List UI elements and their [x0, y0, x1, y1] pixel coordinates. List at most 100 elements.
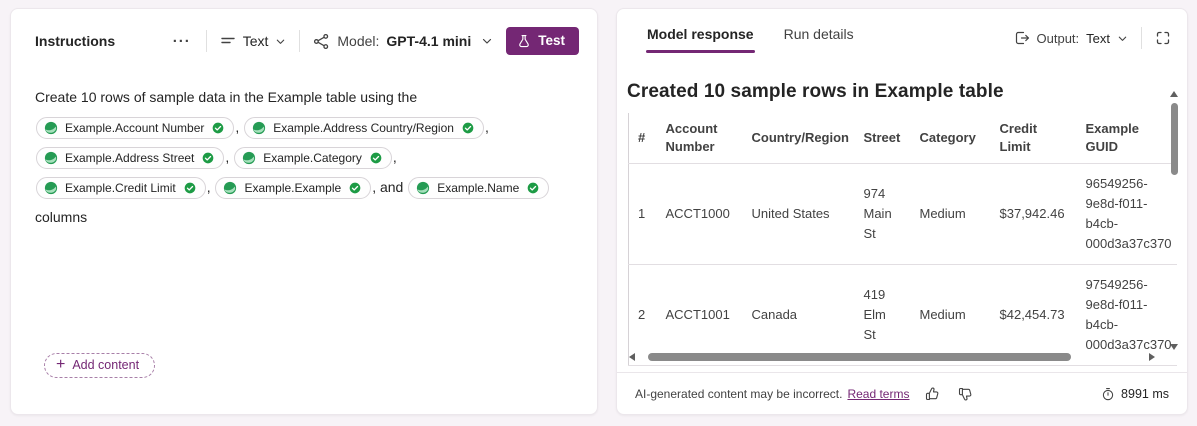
output-toolbar: Output: Text [1012, 27, 1173, 49]
column-pill[interactable]: Example.Credit Limit [36, 177, 206, 200]
instructions-panel: Instructions ··· Text [10, 8, 598, 415]
ai-disclaimer: AI-generated content may be incorrect. [635, 386, 843, 401]
check-badge-icon [201, 151, 215, 165]
tab-model-response[interactable]: Model response [646, 26, 755, 56]
chevron-down-icon [275, 36, 286, 47]
check-badge-icon [526, 181, 540, 195]
scroll-left-arrow[interactable] [629, 353, 635, 361]
chevron-down-icon [481, 35, 493, 47]
response-header: Model response Run details Output: [617, 9, 1187, 56]
column-pill[interactable]: Example.Account Number [36, 117, 235, 140]
model-selector-label: Model: [337, 33, 380, 49]
column-pill[interactable]: Example.Address Street [36, 147, 225, 170]
latency-readout: 8991 ms [1101, 387, 1169, 401]
model-selector[interactable]: Model: GPT-4.1 mini [311, 31, 495, 52]
latency-value: 8991 ms [1121, 386, 1169, 401]
dataverse-icon [242, 151, 256, 165]
prompt-text: , [235, 119, 244, 135]
column-pill-label: Example.Category [263, 151, 362, 166]
column-header: Category [910, 113, 991, 164]
panel-title: Instructions [35, 33, 116, 49]
tab-run-details[interactable]: Run details [784, 26, 854, 56]
thumbs-up-button[interactable] [922, 384, 942, 404]
prompt-text: , [484, 119, 489, 135]
beaker-icon [517, 34, 531, 48]
chevron-down-icon [1117, 33, 1128, 44]
table-cell: United States [742, 163, 855, 265]
table-cell: Canada [742, 264, 855, 366]
instructions-toolbar: ··· Text [169, 27, 579, 55]
thumbs-up-icon [924, 386, 940, 402]
column-pill-label: Example.Address Street [65, 151, 195, 166]
table-cell: 419 Elm St [854, 264, 911, 366]
thumbs-down-button[interactable] [955, 384, 975, 404]
prompt-text: columns [35, 209, 88, 225]
table-cell: 1 [628, 163, 657, 265]
dataverse-icon [44, 181, 58, 195]
check-badge-icon [183, 181, 197, 195]
tab-label: Run details [783, 26, 854, 42]
dataverse-icon [416, 181, 430, 195]
table-cell: ACCT1001 [656, 264, 743, 366]
column-pill[interactable]: Example.Example [215, 177, 372, 200]
test-button-label: Test [538, 33, 565, 48]
toolbar-divider [1141, 27, 1142, 49]
column-header: # [628, 113, 657, 164]
read-terms-link[interactable]: Read terms [847, 386, 910, 401]
fullscreen-button[interactable] [1153, 28, 1173, 48]
add-content-label: Add content [72, 358, 140, 372]
column-pill[interactable]: Example.Address Country/Region [244, 117, 484, 140]
scroll-right-arrow[interactable] [1149, 353, 1155, 361]
scroll-up-arrow[interactable] [1170, 91, 1178, 97]
output-selector[interactable]: Output: Text [1012, 28, 1130, 48]
horizontal-scrollbar[interactable] [629, 351, 1155, 363]
check-badge-icon [348, 181, 362, 195]
check-badge-icon [461, 121, 475, 135]
plus-icon: + [56, 356, 66, 373]
vertical-scrollbar[interactable] [1168, 91, 1180, 350]
model-selector-value: GPT-4.1 mini [386, 33, 472, 49]
horizontal-scroll-thumb[interactable] [648, 353, 1072, 361]
column-pill-label: Example.Credit Limit [65, 181, 176, 196]
table-cell: $42,454.73 [990, 264, 1077, 366]
table-cell: ACCT1000 [656, 163, 743, 265]
horizontal-scroll-track[interactable] [640, 353, 1144, 361]
test-button[interactable]: Test [506, 27, 579, 55]
active-tab-underline [646, 50, 755, 53]
prompt-text: , [206, 179, 215, 195]
column-pill[interactable]: Example.Category [234, 147, 392, 170]
column-pill-label: Example.Address Country/Region [273, 121, 454, 136]
table-cell: Medium [910, 163, 991, 265]
response-panel: Model response Run details Output: [616, 8, 1188, 415]
check-badge-icon [369, 151, 383, 165]
prompt-editor[interactable]: Create 10 rows of sample data in the Exa… [11, 82, 597, 232]
column-header: Country/Region [742, 113, 855, 164]
text-format-icon [220, 33, 236, 49]
add-content-button[interactable]: + Add content [44, 353, 156, 378]
more-options-button[interactable]: ··· [169, 32, 195, 51]
instructions-header: Instructions ··· Text [11, 9, 597, 55]
prompt-text: Create 10 rows of sample data in the Exa… [35, 89, 418, 105]
vertical-scroll-thumb[interactable] [1170, 103, 1178, 175]
prompt-text: , [225, 149, 234, 165]
format-selector[interactable]: Text [218, 31, 289, 51]
scroll-down-arrow[interactable] [1170, 344, 1178, 350]
output-selector-label: Output: [1036, 30, 1080, 46]
prompt-text: , [392, 149, 397, 165]
dataverse-icon [252, 121, 266, 135]
column-header: Credit Limit [990, 113, 1077, 164]
response-table: # Account Number Country/Region Street Categ… [628, 113, 1177, 366]
column-pill[interactable]: Example.Name [408, 177, 550, 200]
output-selector-value: Text [1086, 30, 1110, 46]
toolbar-divider [205, 30, 207, 52]
output-icon [1014, 30, 1030, 46]
prompt-text: , and [372, 179, 408, 195]
thumbs-down-icon [957, 386, 973, 402]
timer-icon [1101, 387, 1115, 401]
check-badge-icon [211, 121, 225, 135]
column-pill-label: Example.Account Number [65, 121, 205, 136]
column-pill-label: Example.Name [437, 181, 520, 196]
table-header-row: # Account Number Country/Region Street Categ… [628, 113, 1177, 164]
table-cell: $37,942.46 [990, 163, 1077, 265]
